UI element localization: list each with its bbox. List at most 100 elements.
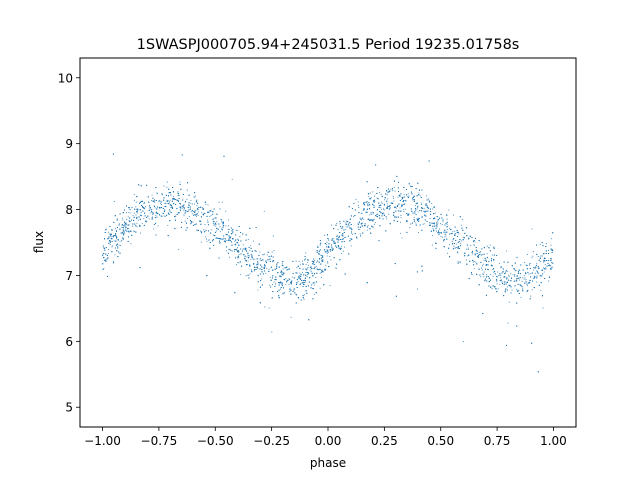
data-point: [386, 194, 388, 196]
data-point: [505, 250, 508, 252]
data-point: [178, 194, 180, 197]
data-point: [250, 269, 252, 271]
data-point: [367, 226, 369, 228]
data-point: [394, 263, 396, 265]
data-point: [155, 234, 157, 236]
data-point: [445, 235, 447, 237]
data-point: [282, 274, 284, 276]
data-point: [535, 264, 537, 266]
data-point: [471, 252, 473, 254]
data-point: [415, 213, 417, 216]
data-point: [123, 209, 125, 211]
data-point: [262, 259, 264, 261]
data-point: [216, 221, 218, 223]
data-point: [481, 254, 483, 256]
data-point: [330, 259, 332, 261]
data-point: [327, 251, 330, 253]
data-point: [290, 316, 292, 318]
data-point: [174, 216, 176, 218]
data-point: [359, 226, 361, 228]
data-point: [118, 224, 120, 226]
data-point: [144, 212, 146, 214]
data-point: [161, 215, 163, 217]
data-point: [306, 276, 308, 278]
data-point: [435, 228, 437, 230]
data-point: [442, 220, 444, 222]
data-point: [534, 272, 537, 274]
data-point: [416, 271, 418, 273]
data-point: [440, 213, 442, 215]
data-point: [369, 198, 371, 200]
data-point: [385, 193, 387, 195]
data-point: [251, 254, 253, 256]
data-point: [188, 209, 190, 211]
data-point: [136, 209, 138, 211]
data-point: [260, 264, 262, 266]
data-point: [411, 222, 413, 224]
data-point: [327, 250, 329, 252]
data-point: [478, 251, 480, 254]
data-point: [397, 196, 399, 198]
data-point: [156, 206, 159, 208]
data-point: [432, 227, 434, 229]
data-point: [116, 218, 118, 220]
data-point: [118, 244, 120, 246]
data-point: [128, 228, 130, 230]
data-point: [371, 219, 373, 221]
data-point: [452, 239, 454, 241]
data-point: [452, 243, 454, 245]
data-point: [108, 237, 110, 239]
data-point: [236, 247, 239, 249]
data-point: [114, 254, 116, 256]
data-point: [493, 271, 495, 273]
data-point: [545, 259, 547, 262]
data-point: [177, 193, 179, 195]
data-point: [246, 264, 248, 266]
data-point: [313, 260, 315, 262]
data-point: [358, 207, 360, 209]
data-point: [456, 246, 458, 248]
data-point: [547, 259, 549, 262]
data-point: [255, 250, 257, 252]
data-point: [131, 206, 133, 208]
data-point: [551, 238, 553, 240]
data-point: [183, 204, 185, 206]
data-point: [120, 245, 122, 247]
data-point: [436, 216, 438, 218]
data-point: [325, 243, 328, 246]
data-point: [167, 224, 169, 227]
data-point: [228, 228, 230, 230]
data-point: [458, 233, 460, 235]
data-point: [207, 204, 209, 206]
chart-title: 1SWASPJ000705.94+245031.5 Period 19235.0…: [137, 37, 520, 53]
data-point: [366, 201, 368, 203]
data-point: [148, 209, 150, 212]
data-point: [264, 264, 266, 266]
data-point: [354, 214, 356, 217]
data-point: [343, 246, 345, 248]
data-point: [410, 191, 413, 193]
data-point: [411, 193, 413, 195]
data-point: [191, 203, 194, 205]
data-point: [431, 244, 433, 246]
data-point: [531, 272, 533, 274]
data-point: [158, 200, 160, 202]
data-point: [403, 211, 405, 213]
data-point: [120, 232, 122, 234]
data-point: [191, 213, 193, 215]
data-point: [125, 224, 127, 226]
data-point: [262, 254, 264, 256]
data-point: [298, 261, 300, 263]
data-point: [319, 244, 321, 246]
data-point: [392, 190, 394, 192]
data-point: [438, 217, 441, 219]
data-point: [436, 224, 439, 226]
data-point: [172, 197, 174, 200]
data-point: [192, 221, 194, 223]
data-point: [301, 282, 303, 284]
data-point: [285, 267, 287, 269]
data-point: [248, 246, 250, 248]
data-point: [310, 270, 312, 272]
data-point: [103, 256, 105, 258]
data-point: [152, 213, 155, 215]
